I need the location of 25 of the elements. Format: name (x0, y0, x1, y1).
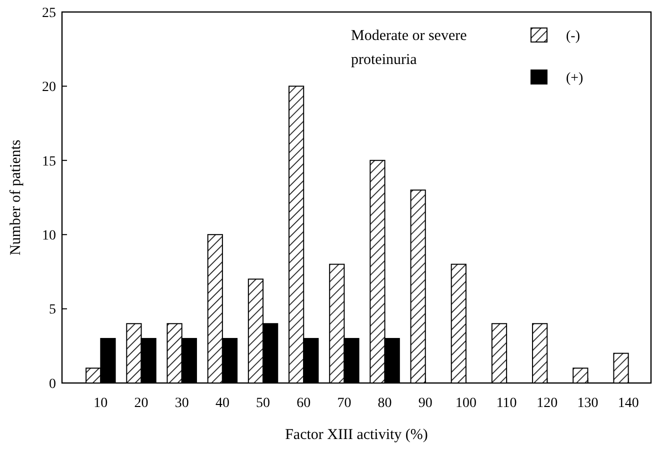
x-tick-label: 110 (496, 396, 517, 411)
x-tick-label: 100 (455, 396, 476, 411)
y-tick-label: 0 (49, 376, 56, 392)
legend-title: Moderate or severe proteinuria (351, 27, 468, 70)
y-tick-label: 20 (42, 80, 56, 96)
x-tick-label: 10 (94, 396, 108, 411)
x-tick-label: 140 (618, 396, 639, 411)
x-tick-label: 60 (296, 396, 311, 411)
x-tick-label: 90 (418, 396, 432, 411)
legend-label: (-) (566, 29, 580, 44)
x-tick-label: 40 (215, 396, 230, 411)
y-tick-label: 25 (42, 6, 56, 21)
x-tick-label: 130 (577, 396, 598, 411)
x-tick-label: 20 (134, 396, 148, 411)
legend-label: (+) (566, 71, 584, 86)
x-tick-label: 50 (256, 396, 270, 411)
x-tick-label: 30 (174, 396, 189, 411)
y-tick-label: 10 (42, 228, 56, 244)
y-tick-label: 15 (42, 154, 56, 170)
x-tick-label: 80 (378, 396, 392, 411)
x-tick-label: 120 (536, 396, 558, 411)
y-tick-label: 5 (49, 302, 56, 318)
y-axis-title: Number of patients (8, 139, 24, 256)
x-tick-label: 70 (337, 396, 352, 411)
x-axis-title: Factor XIII activity (%) (285, 427, 428, 443)
